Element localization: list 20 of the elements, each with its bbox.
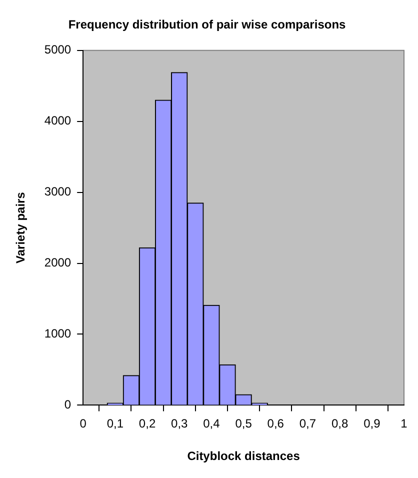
x-tick-label: 0,6: [267, 416, 284, 431]
y-tick-label: 4000: [44, 114, 72, 128]
x-tick-label: 0,4: [203, 416, 220, 431]
chart-title: Frequency distribution of pair wise comparisons: [68, 18, 346, 32]
x-tick-label: 0,9: [364, 416, 381, 431]
y-tick-label: 5000: [44, 42, 72, 57]
x-tick-label: 0,8: [331, 416, 348, 431]
x-tick-label: 1: [400, 416, 408, 431]
y-tick-label: 3000: [44, 184, 72, 199]
y-tick-label: 0: [64, 398, 72, 412]
y-tick-label: 2000: [44, 256, 72, 270]
x-tick-label: 0,2: [138, 416, 156, 431]
x-tick-label: 0,7: [299, 416, 316, 431]
y-tick-label: 1000: [44, 326, 72, 341]
y-axis-title: Variety pairs: [14, 192, 28, 264]
x-tick-label: 0,3: [171, 416, 188, 431]
x-tick-label: 0,1: [106, 416, 124, 431]
x-tick-label: 0: [80, 416, 87, 431]
x-tick-label: 0,5: [235, 416, 252, 431]
x-axis-title: Cityblock distances: [187, 449, 300, 464]
